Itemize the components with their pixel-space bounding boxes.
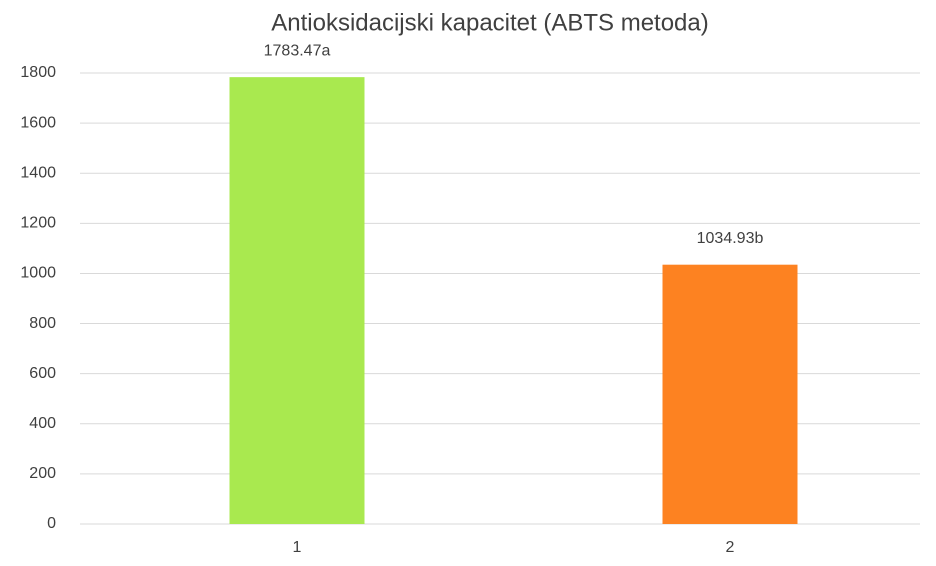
- bar: [229, 77, 365, 524]
- y-tick-label: 600: [29, 365, 56, 382]
- value-label: 1783.47a: [264, 42, 331, 59]
- value-label: 1034.93b: [697, 230, 764, 247]
- y-tick-label: 1400: [20, 164, 56, 181]
- y-tick-label: 1600: [20, 114, 56, 131]
- y-tick-label: 1800: [20, 64, 56, 81]
- y-tick-label: 800: [29, 315, 56, 332]
- y-tick-label: 1200: [20, 215, 56, 232]
- y-tick-label: 200: [29, 465, 56, 482]
- y-tick-label: 400: [29, 415, 56, 432]
- x-tick-label: 2: [726, 539, 735, 556]
- y-tick-label: 0: [47, 515, 56, 532]
- bar: [662, 264, 798, 524]
- chart-title: Antioksidacijski kapacitet (ABTS metoda): [271, 9, 709, 36]
- x-tick-label: 1: [293, 539, 302, 556]
- y-tick-label: 1000: [20, 265, 56, 282]
